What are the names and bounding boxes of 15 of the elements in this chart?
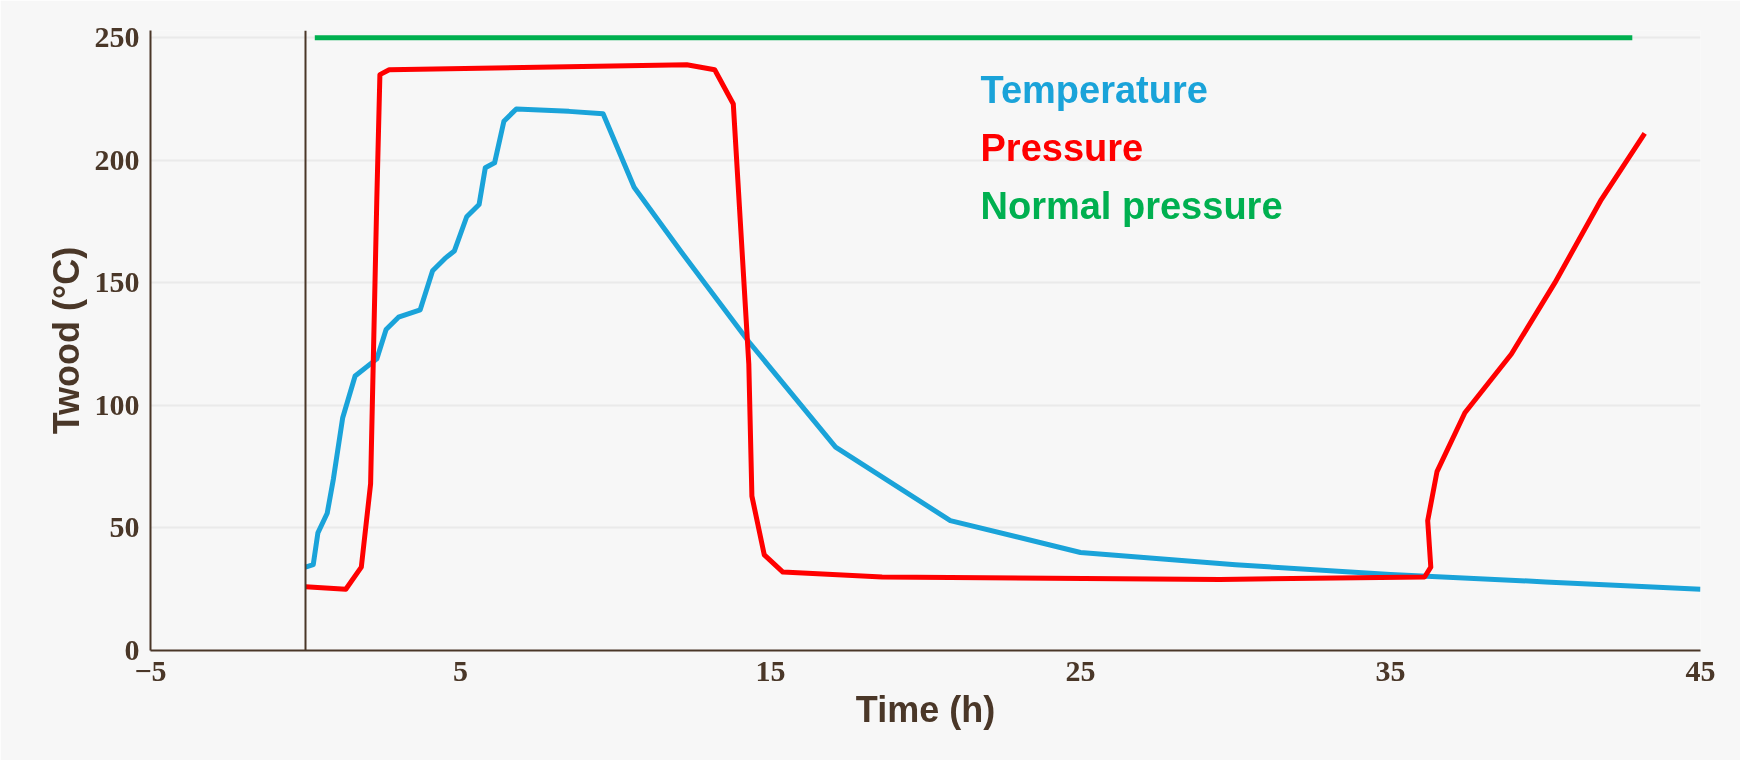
x-tick-label: 15 <box>755 653 786 687</box>
y-tick-label: 100 <box>94 387 140 421</box>
x-tick-label: 35 <box>1375 653 1406 687</box>
x-tick-label: 25 <box>1065 653 1096 687</box>
y-tick-label: 200 <box>94 142 140 176</box>
x-axis-title: Time (h) <box>855 688 996 730</box>
text: Pressure <box>980 126 1144 169</box>
text: Normal pressure <box>980 184 1283 227</box>
text: Temperature <box>980 68 1208 111</box>
y-tick-label: 50 <box>109 510 140 544</box>
y-axis-title: Twood (°C) <box>45 246 87 435</box>
x-tick-label: 5 <box>453 653 468 687</box>
y-tick-label: 150 <box>94 265 140 299</box>
x-tick-label: 45 <box>1685 653 1716 687</box>
y-tick-label: 250 <box>94 20 140 54</box>
